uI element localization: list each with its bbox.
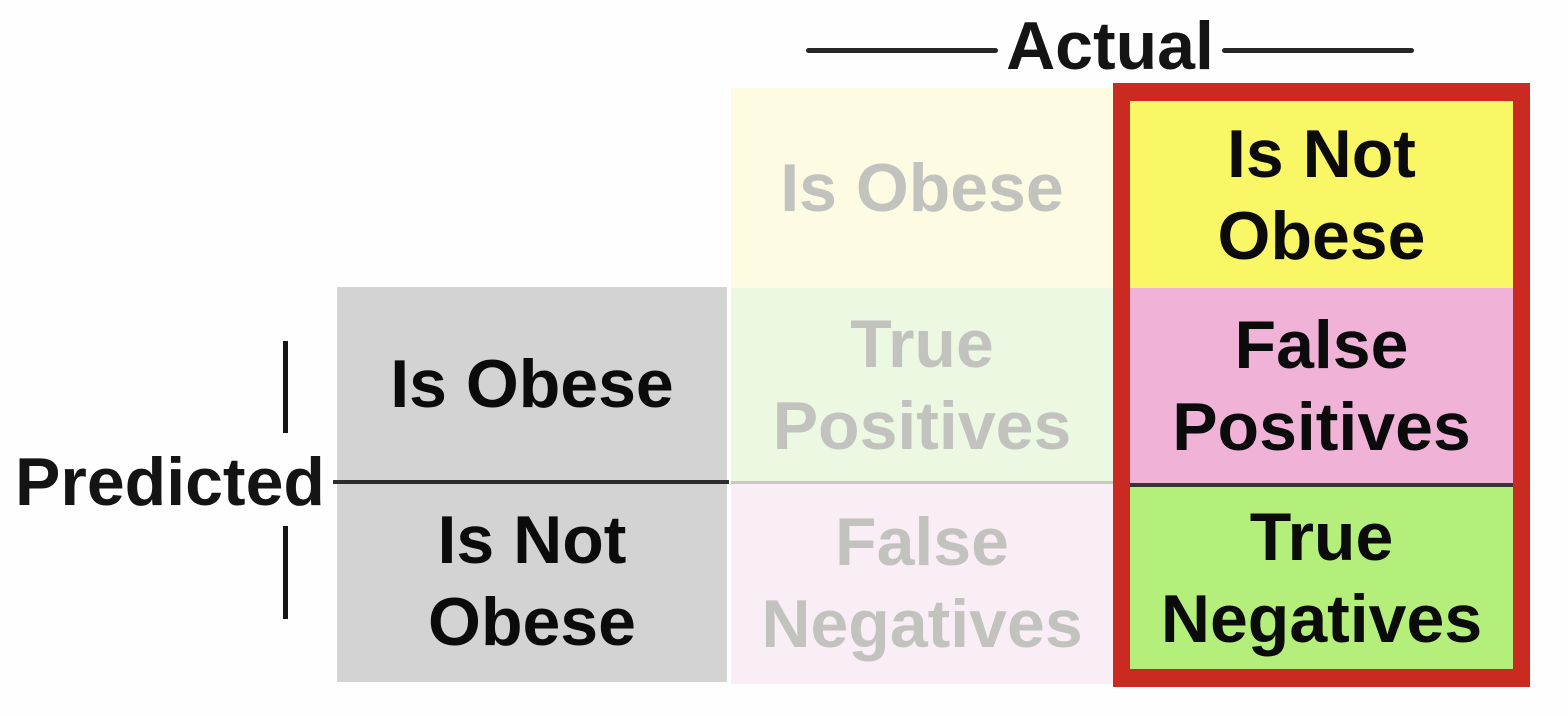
- actual-is-obese-column-faded: Is Obese True Positives False Negatives: [731, 88, 1113, 684]
- true-negatives-cell: True Negatives: [1130, 483, 1513, 669]
- predicted-labels-column: Is Obese Is Not Obese: [337, 287, 727, 682]
- predicted-axis-bottom-tick: [283, 526, 288, 619]
- actual-is-not-obese-header: Is Not Obese: [1130, 101, 1513, 288]
- predicted-axis-top-tick: [283, 341, 288, 433]
- row-divider-line: [333, 480, 729, 484]
- predicted-axis-label: Predicted: [15, 444, 325, 520]
- false-positives-cell: False Positives: [1130, 288, 1513, 483]
- predicted-is-obese-cell: Is Obese: [390, 345, 674, 422]
- actual-axis-label: Actual: [1006, 8, 1214, 84]
- actual-axis-right-dash: [1222, 48, 1414, 53]
- false-negatives-cell: False Negatives: [731, 481, 1113, 684]
- predicted-is-not-obese-cell: Is Not Obese: [428, 502, 636, 660]
- faded-row-divider-line: [731, 481, 1113, 484]
- actual-is-not-obese-column-highlighted: Is Not Obese False Positives True Negati…: [1113, 83, 1530, 687]
- true-positives-cell: True Positives: [731, 288, 1113, 481]
- actual-axis-left-dash: [806, 48, 998, 53]
- actual-is-obese-header: Is Obese: [731, 88, 1113, 288]
